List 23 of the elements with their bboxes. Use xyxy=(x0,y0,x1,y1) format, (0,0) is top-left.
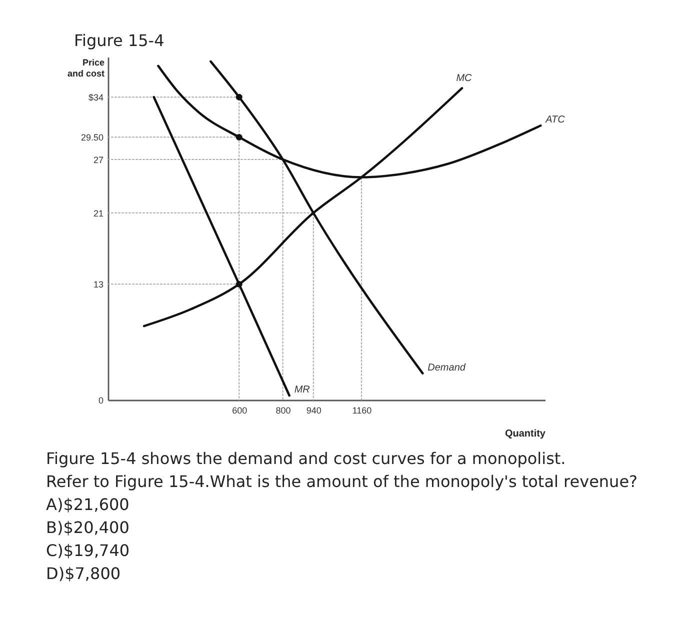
y-tick-label: 0 xyxy=(98,396,104,406)
chart-title: Figure 15-4 xyxy=(74,31,164,50)
y-tick-label: 29.50 xyxy=(80,132,104,143)
caption: Figure 15-4 shows the demand and cost curves for a monopolist. xyxy=(46,448,567,470)
text: D)$7,800 xyxy=(46,563,122,585)
x-tick-label: 1160 xyxy=(352,406,372,416)
y-tick-label: 13 xyxy=(93,280,104,290)
y-tick-label: $34 xyxy=(88,92,104,103)
x-tick-label: 940 xyxy=(306,406,322,416)
y-tick-label: 27 xyxy=(93,154,104,165)
y-tick-label: 21 xyxy=(93,208,104,218)
x-tick-label: 600 xyxy=(232,406,248,416)
x-axis-title: Quantity xyxy=(504,428,546,440)
text: C)$19,740 xyxy=(46,540,131,562)
x-tick-label: 800 xyxy=(276,406,291,416)
text: Refer to Figure 15-4.What is the amount of the monopoly's total revenue? xyxy=(46,471,638,493)
text: B)$20,400 xyxy=(46,517,130,539)
y-axis-title: Price and cost xyxy=(67,58,104,78)
series-label: MR xyxy=(294,384,310,396)
text: A)$21,600 xyxy=(46,494,130,516)
series-label: Demand xyxy=(428,362,466,374)
series-label: MC xyxy=(456,73,473,84)
series-label: ATC xyxy=(544,114,566,126)
